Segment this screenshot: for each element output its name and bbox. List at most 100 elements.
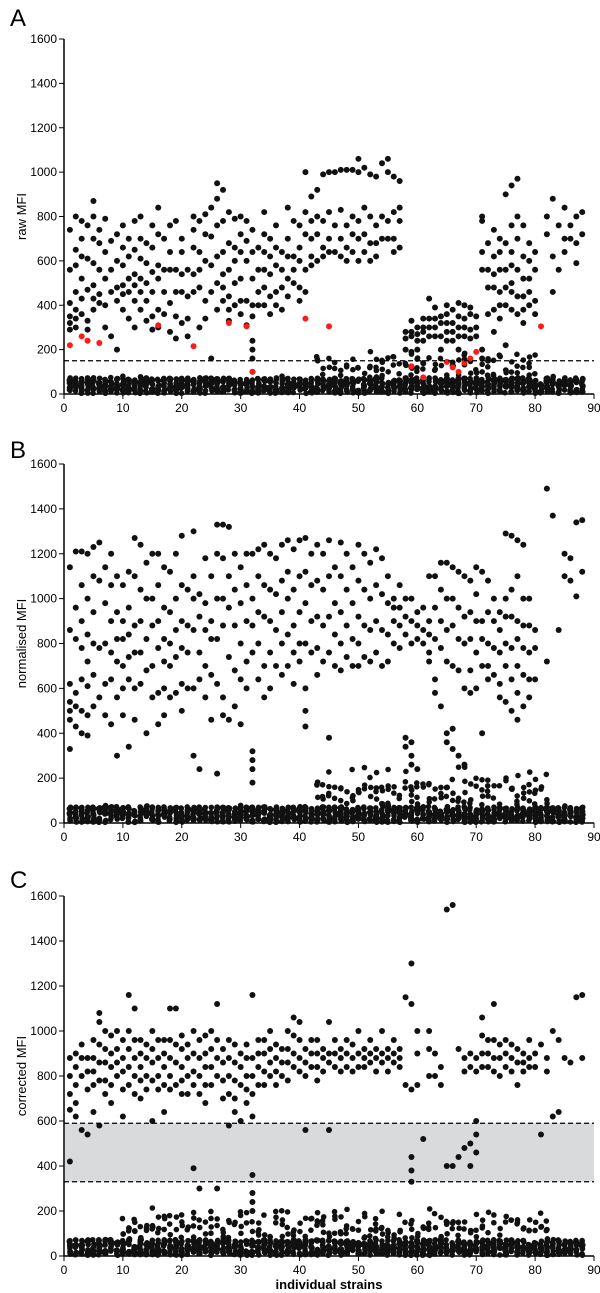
- data-point: [202, 231, 209, 238]
- data-point: [66, 745, 73, 752]
- data-point: [231, 1059, 238, 1066]
- data-point: [114, 1073, 120, 1079]
- data-point: [114, 1059, 120, 1066]
- data-point: [426, 780, 432, 787]
- data-point: [202, 804, 209, 811]
- data-point: [161, 1215, 168, 1222]
- data-point: [508, 288, 515, 295]
- data-point: [190, 213, 197, 220]
- data-point: [290, 1236, 297, 1243]
- data-point: [219, 817, 226, 824]
- data-point: [101, 804, 108, 811]
- data-point: [72, 381, 78, 387]
- data-point: [514, 1239, 521, 1245]
- data-point: [479, 346, 486, 353]
- data-point: [355, 541, 362, 548]
- data-point: [538, 818, 544, 825]
- data-point: [443, 730, 450, 737]
- data-point: [478, 819, 485, 825]
- data-point: [532, 1219, 539, 1226]
- data-point: [549, 512, 556, 519]
- data-point: [443, 358, 450, 365]
- data-point: [502, 377, 509, 384]
- data-point: [302, 1127, 309, 1133]
- data-point: [138, 809, 145, 816]
- data-point: [208, 573, 215, 580]
- data-point: [473, 375, 480, 382]
- data-point: [72, 809, 79, 815]
- data-point: [326, 769, 332, 775]
- data-point: [279, 805, 286, 812]
- data-point: [379, 366, 386, 373]
- data-point: [150, 1250, 156, 1256]
- data-point: [161, 658, 168, 665]
- data-point: [267, 235, 274, 242]
- data-point: [278, 1073, 285, 1079]
- data-point: [172, 550, 179, 557]
- data-point: [143, 297, 150, 304]
- data-point: [414, 1082, 421, 1088]
- data-point: [190, 807, 196, 814]
- data-point: [184, 649, 191, 656]
- data-point: [237, 1252, 244, 1258]
- data-point: [214, 595, 221, 602]
- data-point: [208, 1215, 214, 1222]
- data-point: [284, 537, 291, 544]
- data-point: [432, 304, 438, 311]
- data-point: [184, 1073, 191, 1079]
- data-point: [149, 804, 155, 811]
- data-point: [408, 761, 415, 768]
- data-point: [384, 1046, 391, 1052]
- data-point: [256, 381, 262, 388]
- x-tick-label: 70: [470, 830, 484, 844]
- data-point: [302, 1059, 309, 1066]
- data-point: [255, 389, 262, 396]
- data-point: [432, 333, 438, 340]
- data-point: [197, 386, 203, 393]
- data-point: [267, 618, 274, 625]
- data-point: [78, 618, 85, 625]
- data-point: [355, 155, 362, 162]
- data-point: [66, 1073, 73, 1079]
- x-tick-label: 0: [61, 401, 68, 415]
- x-tick-label: 60: [411, 830, 425, 844]
- data-point: [426, 649, 433, 656]
- data-point: [66, 1055, 73, 1061]
- data-point: [326, 734, 332, 741]
- data-point: [526, 382, 533, 389]
- data-point: [314, 231, 321, 238]
- data-point: [473, 783, 479, 789]
- data-point: [397, 814, 403, 821]
- data-point: [296, 609, 303, 616]
- data-point: [148, 816, 155, 823]
- data-point: [225, 1073, 232, 1079]
- data-point: [184, 1244, 191, 1250]
- y-tick-label: 200: [37, 771, 57, 785]
- data-point: [449, 364, 456, 371]
- data-point: [231, 1041, 238, 1048]
- data-point: [291, 806, 297, 813]
- data-point: [208, 1230, 214, 1237]
- data-point: [437, 1241, 444, 1247]
- data-point: [84, 375, 91, 381]
- data-point: [414, 1050, 421, 1057]
- data-point: [455, 368, 462, 375]
- data-point: [479, 369, 485, 375]
- data-point: [172, 595, 179, 602]
- data-point: [220, 694, 226, 701]
- data-point: [408, 372, 414, 378]
- data-point: [284, 235, 291, 242]
- data-point: [290, 649, 297, 656]
- data-point: [396, 1064, 403, 1070]
- data-point: [503, 1213, 510, 1220]
- data-point: [344, 1238, 351, 1244]
- data-point: [149, 268, 156, 275]
- data-point: [208, 1064, 215, 1070]
- data-point: [161, 1050, 168, 1057]
- data-point: [155, 1037, 162, 1043]
- data-point: [278, 609, 285, 616]
- data-point: [343, 222, 350, 229]
- data-point: [290, 815, 297, 821]
- data-point: [461, 1068, 468, 1075]
- data-point: [391, 1235, 397, 1241]
